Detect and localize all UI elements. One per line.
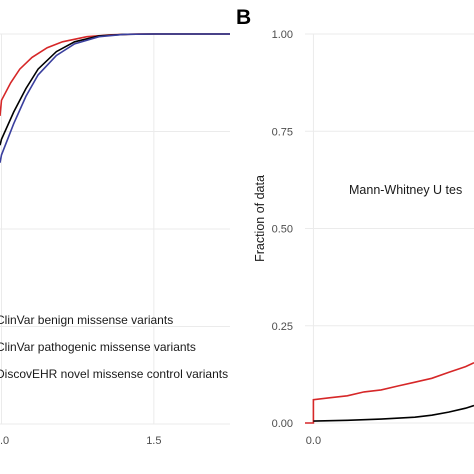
legend-entry: ClinVar pathogenic missense variants bbox=[0, 340, 196, 354]
panel-b-y-tick-label: 0.50 bbox=[272, 224, 293, 236]
panel-b-annotation: Mann-Whitney U tes bbox=[349, 183, 462, 197]
legend-entry: DiscovEHR novel missense control variant… bbox=[0, 367, 228, 381]
panel-a: 1.0 1.5 ClinVar benign missense variants Cl… bbox=[0, 33, 230, 447]
panel-b-y-tick-label: 1.00 bbox=[272, 29, 293, 41]
panel-b-series-line-2 bbox=[313, 404, 474, 422]
panel-b-x-tick-label: 0.0 bbox=[306, 435, 321, 447]
panel-a-x-tick-label: 1.5 bbox=[146, 435, 161, 447]
panel-b-y-axis-label: Fraction of data bbox=[253, 175, 267, 262]
panel-b-y-tick-label: 0.00 bbox=[272, 418, 293, 430]
panel-b: B 0.00 0.25 0.50 0.75 1.00 0.0 Fraction of data… bbox=[236, 6, 474, 447]
panel-a-x-tick-label: 1.0 bbox=[0, 435, 9, 447]
panel-b-y-tick-label: 0.75 bbox=[272, 126, 293, 138]
legend-entry: ClinVar benign missense variants bbox=[0, 313, 173, 327]
panel-a-series-line-2 bbox=[0, 33, 230, 146]
panel-b-series-line-1 bbox=[305, 361, 474, 424]
panel-b-label: B bbox=[236, 6, 251, 29]
panel-b-y-tick-label: 0.25 bbox=[272, 321, 293, 333]
panel-a-series-line-3 bbox=[0, 33, 230, 163]
